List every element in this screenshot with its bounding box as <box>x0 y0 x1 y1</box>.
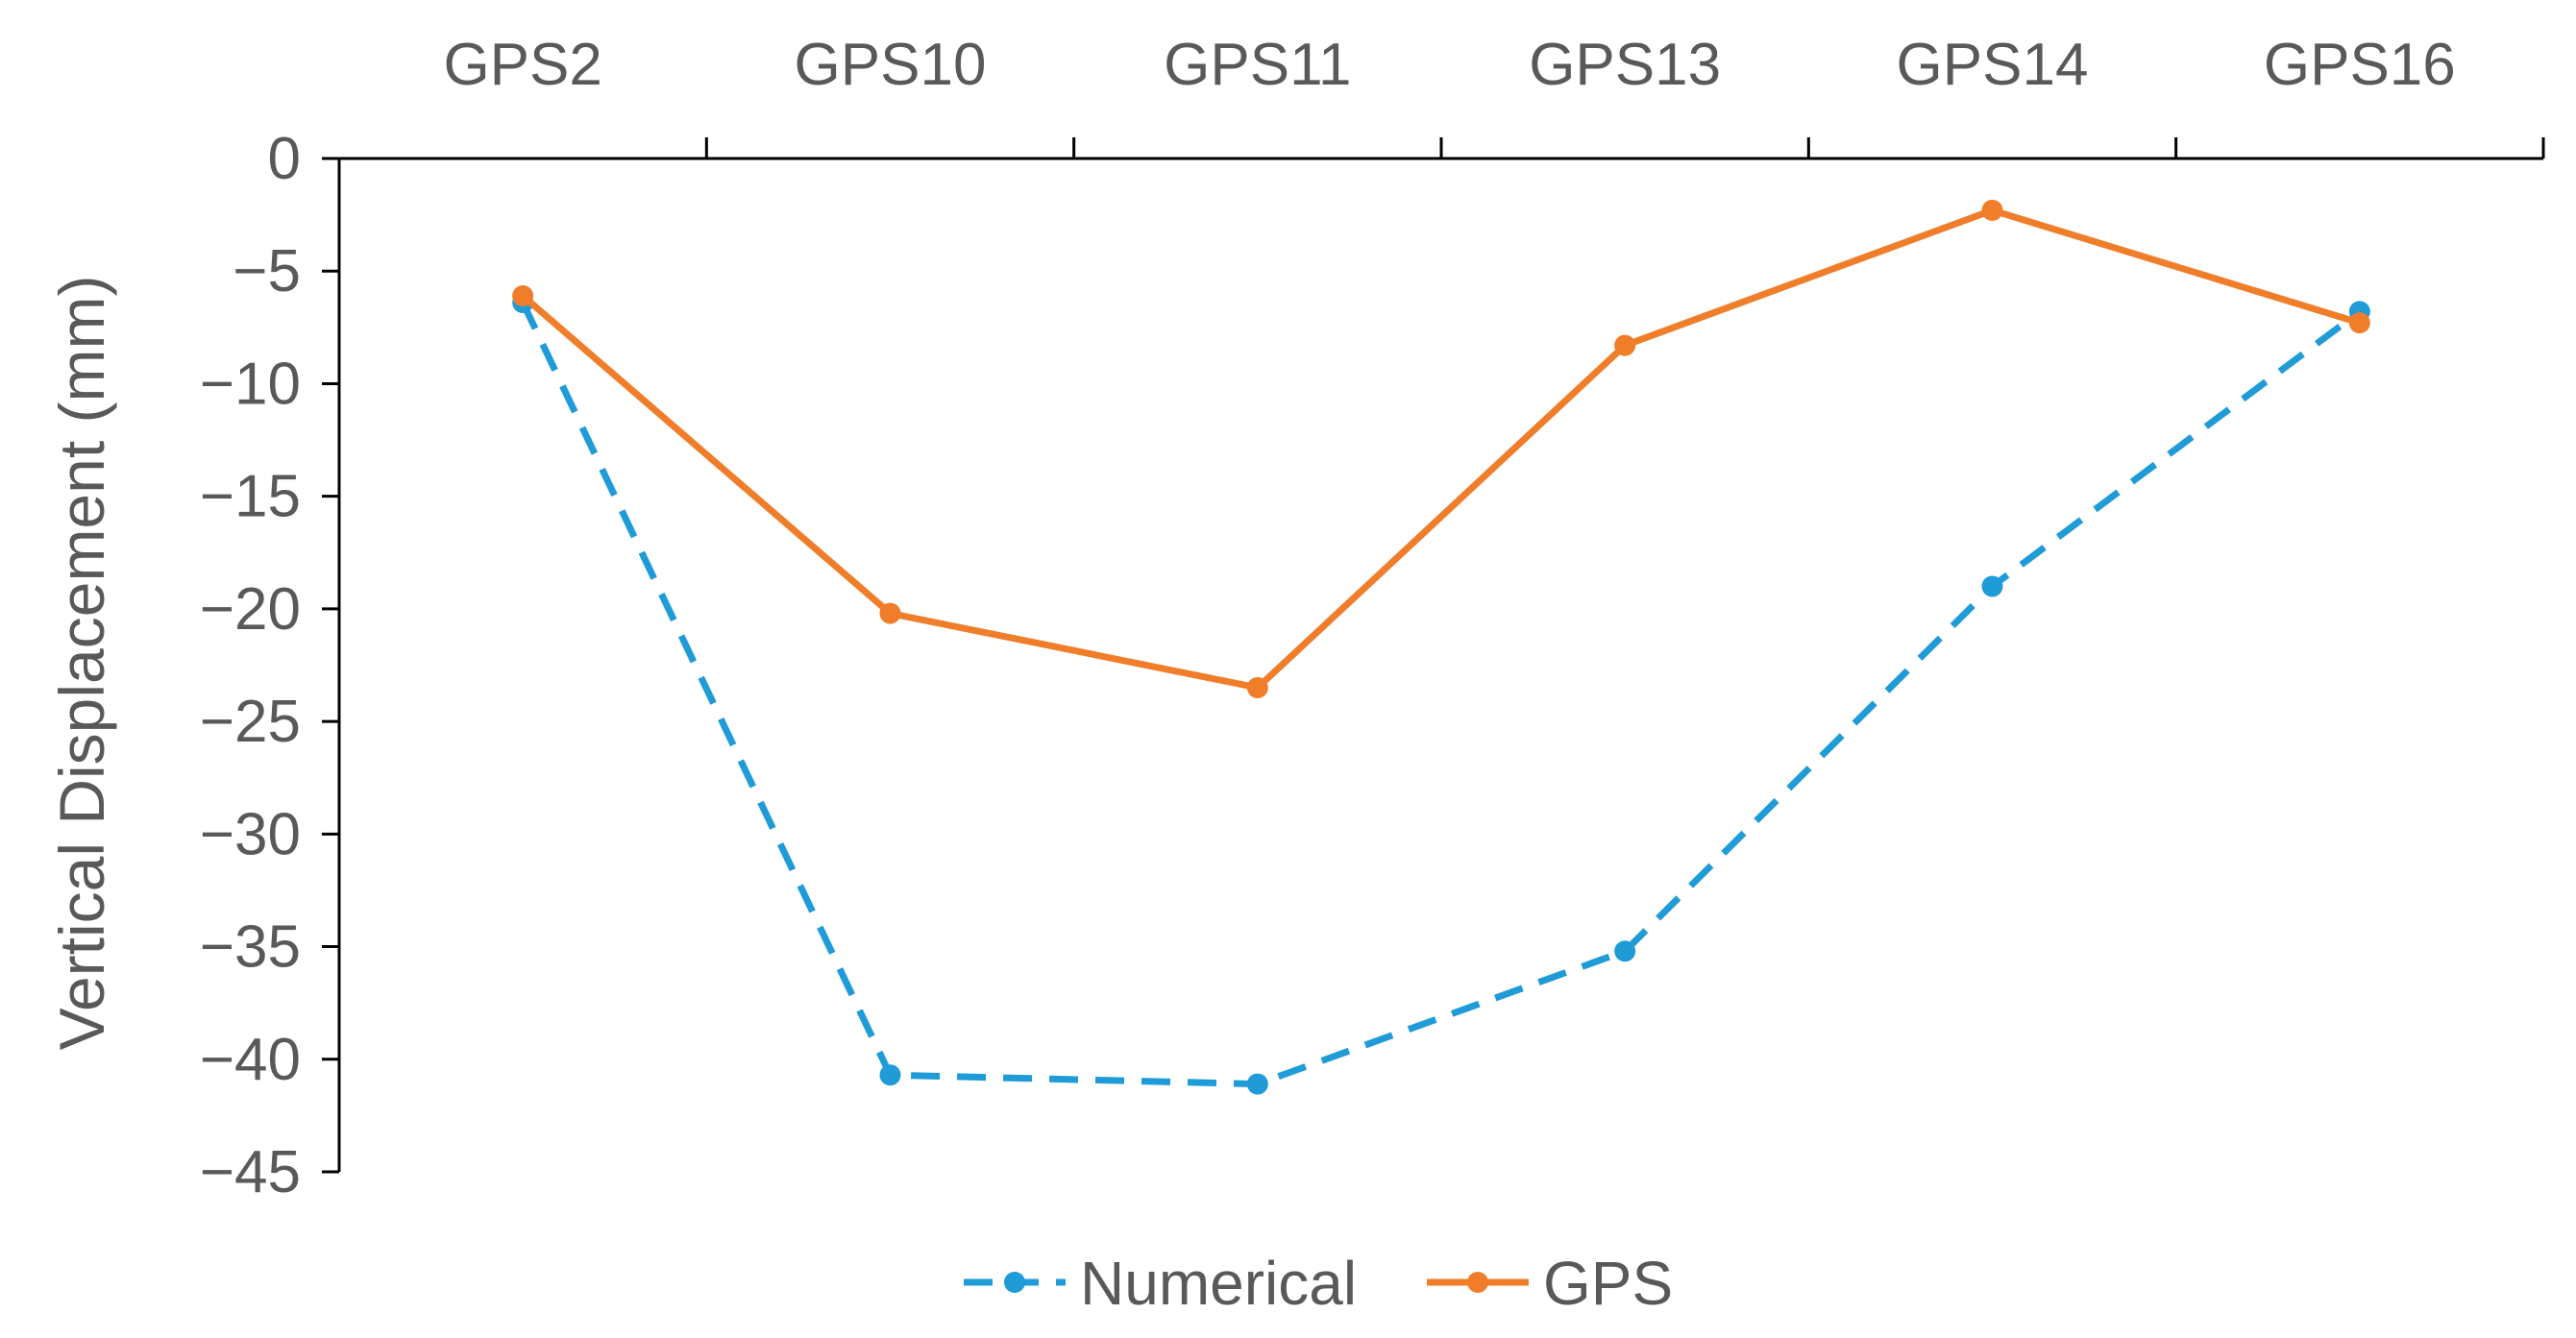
legend-item-gps: GPS <box>1427 1249 1673 1318</box>
y-tick-label: −10 <box>200 351 301 417</box>
legend: Numerical GPS <box>964 1249 1673 1318</box>
legend-marker <box>1004 1272 1025 1293</box>
data-point <box>879 1064 901 1086</box>
data-point <box>1614 940 1636 962</box>
data-point <box>1981 575 2003 597</box>
series-numerical <box>512 292 2370 1095</box>
axes: 0 −5 −10 −15 −20 −25 −30 −35 −40 −45 GPS2 GPS10 GPS1… <box>200 32 2545 1205</box>
y-tick-label: −25 <box>200 689 301 755</box>
x-tick-label: GPS13 <box>1529 32 1721 98</box>
y-tick-label: −20 <box>200 576 301 643</box>
data-point <box>1981 199 2003 221</box>
y-tick-label: −5 <box>233 238 301 304</box>
y-tick-label: −35 <box>200 914 301 981</box>
x-tick-label: GPS16 <box>2264 32 2456 98</box>
series-layer <box>512 199 2370 1095</box>
legend-label: Numerical <box>1080 1249 1357 1318</box>
data-point <box>512 285 534 307</box>
series-line <box>520 301 2362 1088</box>
x-tick-label: GPS14 <box>1897 32 2089 98</box>
legend-marker <box>1467 1272 1488 1293</box>
y-tick-label: −40 <box>200 1027 301 1093</box>
data-point <box>879 602 901 624</box>
series-line <box>520 207 2361 692</box>
y-axis-title: Vertical Displacement (mm) <box>46 276 117 1051</box>
y-tick-label: −30 <box>200 801 301 867</box>
data-point <box>1246 676 1268 698</box>
y-tick-label: −45 <box>200 1139 301 1205</box>
data-point <box>1614 334 1636 356</box>
data-point <box>1246 1073 1268 1095</box>
x-tick-label: GPS10 <box>795 32 987 98</box>
legend-label: GPS <box>1543 1249 1673 1318</box>
data-point <box>2348 312 2370 334</box>
y-tick-label: −15 <box>200 464 301 530</box>
legend-item-numerical: Numerical <box>964 1249 1357 1318</box>
x-tick-label: GPS2 <box>443 32 601 98</box>
series-gps <box>512 199 2370 698</box>
y-tick-label: 0 <box>268 126 301 192</box>
x-tick-label: GPS11 <box>1164 32 1351 98</box>
